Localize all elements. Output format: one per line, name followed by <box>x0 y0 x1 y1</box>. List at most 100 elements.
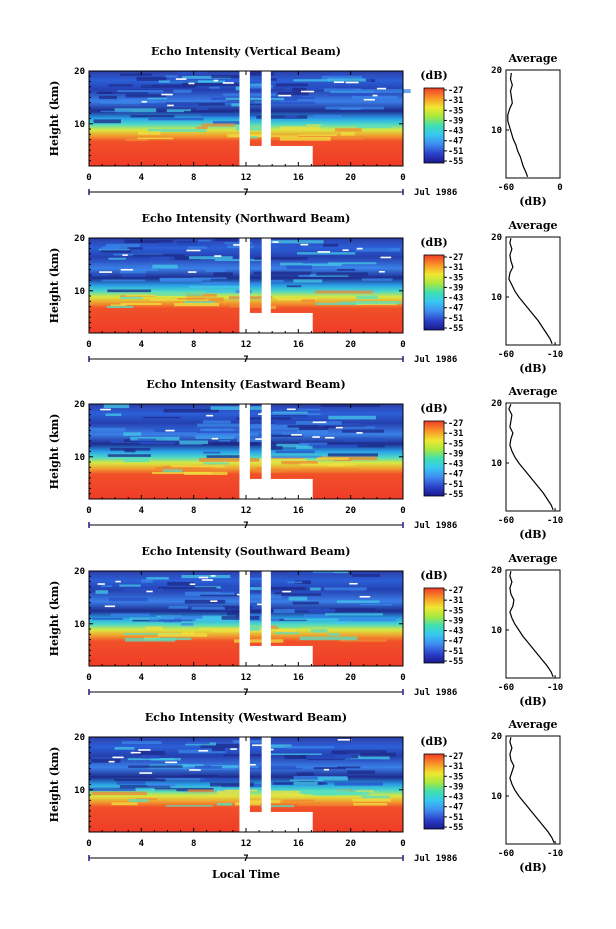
missing-data-dash <box>139 772 153 774</box>
heatmap-streak <box>148 118 204 121</box>
heatmap-streak <box>192 277 227 280</box>
data-gap <box>239 737 250 832</box>
heatmap-streak <box>309 608 335 613</box>
missing-data-dash <box>100 408 111 411</box>
heatmap-streak <box>310 629 328 633</box>
date-day-tick: 7 <box>243 854 248 864</box>
heatmap-streak <box>336 268 356 271</box>
heatmap-streak <box>341 131 355 136</box>
panel-title: Echo Intensity (Vertical Beam) <box>151 45 341 58</box>
profile-frame <box>505 735 561 845</box>
data-gap <box>261 404 271 499</box>
heatmap-streak <box>221 101 256 104</box>
heatmap-streak <box>266 625 279 629</box>
missing-data-dash <box>335 426 343 429</box>
heatmap-streak <box>306 755 350 760</box>
heatmap-streak <box>137 438 156 442</box>
heatmap-streak <box>120 247 143 250</box>
data-gap <box>239 404 250 499</box>
heatmap-streak <box>154 428 201 433</box>
colorbar-tick-label: -39 <box>448 116 463 126</box>
heatmap-streak <box>263 800 281 804</box>
x-tick-label: 4 <box>139 839 145 849</box>
heatmap-streak <box>352 798 392 802</box>
missing-data-dash <box>300 243 309 246</box>
heatmap-streak <box>177 297 206 300</box>
colorbar-tick-label: -35 <box>448 106 463 116</box>
y-tick-label: 10 <box>74 120 85 130</box>
heatmap-streak <box>205 290 248 293</box>
heatmap-streak <box>305 792 363 795</box>
heatmap-streak <box>146 294 203 296</box>
missing-data-dash <box>141 101 147 103</box>
colorbar-tick-label: -47 <box>448 803 463 813</box>
heatmap-streak <box>114 108 157 113</box>
heatmap-streak <box>111 802 138 806</box>
heatmap-streak <box>284 755 309 760</box>
heatmap-streak <box>185 591 235 596</box>
heatmap-streak <box>196 107 209 111</box>
heatmap-streak <box>298 408 321 411</box>
heatmap-streak <box>167 581 195 586</box>
heatmap-streak <box>156 637 192 641</box>
date-day-tick: 7 <box>243 521 248 531</box>
heatmap-streak <box>299 636 358 641</box>
heatmap-streak <box>201 123 235 127</box>
colorbar-tick-label: -51 <box>448 314 463 324</box>
missing-data-dash <box>372 94 378 97</box>
heatmap-streak <box>121 274 146 277</box>
heatmap-streak <box>143 416 181 419</box>
profile-x-tick-label: -10 <box>547 683 563 693</box>
heatmap-streak <box>312 114 342 119</box>
data-gap <box>239 645 313 666</box>
heatmap-streak <box>247 587 262 591</box>
heatmap-streak <box>107 289 151 293</box>
heatmap-streak <box>357 125 392 129</box>
heatmap-streak <box>324 88 362 92</box>
heatmap-streak <box>158 242 211 247</box>
heatmap-streak <box>179 440 208 445</box>
heatmap-streak <box>348 759 381 761</box>
heatmap-streak <box>315 290 373 294</box>
heatmap-streak <box>242 103 270 106</box>
heatmap-streak <box>334 620 349 625</box>
heatmap-streak <box>318 423 360 427</box>
missing-data-dash <box>356 432 363 434</box>
profile-x-tick-label: -10 <box>547 350 563 360</box>
heatmap-streak <box>259 458 307 462</box>
heatmap-streak <box>325 613 383 616</box>
heatmap-streak <box>203 420 231 424</box>
heatmap-streak <box>151 290 180 294</box>
x-tick-label: 4 <box>139 340 145 350</box>
heatmap-streak <box>278 92 309 96</box>
heatmap-streak <box>212 442 259 446</box>
x-tick-label: 0 <box>86 839 91 849</box>
heatmap-streak <box>103 404 130 409</box>
missing-data-dash <box>161 93 173 96</box>
heatmap-streak <box>295 445 313 449</box>
heatmap-streak <box>328 93 374 96</box>
y-tick-label: 20 <box>74 567 85 577</box>
data-gap <box>239 571 250 666</box>
heatmap-streak <box>137 131 161 135</box>
missing-data-dash <box>130 751 141 754</box>
heatmap-streak <box>288 596 308 601</box>
heatmap-streak <box>105 243 140 248</box>
heatmap-streak <box>212 121 243 125</box>
heatmap-streak <box>106 305 134 309</box>
panel-4: Echo Intensity (Southward Beam) 0 4 8 12 16 20… <box>48 545 563 708</box>
colorbar <box>423 254 445 331</box>
heatmap-streak <box>123 458 150 463</box>
heatmap-streak <box>243 627 260 631</box>
heatmap-streak <box>181 764 204 767</box>
profile-x-label: (dB) <box>519 528 546 541</box>
missing-data-dash <box>115 580 121 583</box>
panel-5: Echo Intensity (Westward Beam) 0 4 8 12 16 20 0… <box>48 711 563 874</box>
heatmap-streak <box>137 137 174 140</box>
heatmap-streak <box>267 101 315 105</box>
heatmap-streak <box>225 97 285 101</box>
x-tick-label: 12 <box>241 839 252 849</box>
panel-title: Echo Intensity (Eastward Beam) <box>146 378 345 391</box>
heatmap-streak <box>275 629 296 632</box>
y-tick-label: 20 <box>74 67 85 77</box>
